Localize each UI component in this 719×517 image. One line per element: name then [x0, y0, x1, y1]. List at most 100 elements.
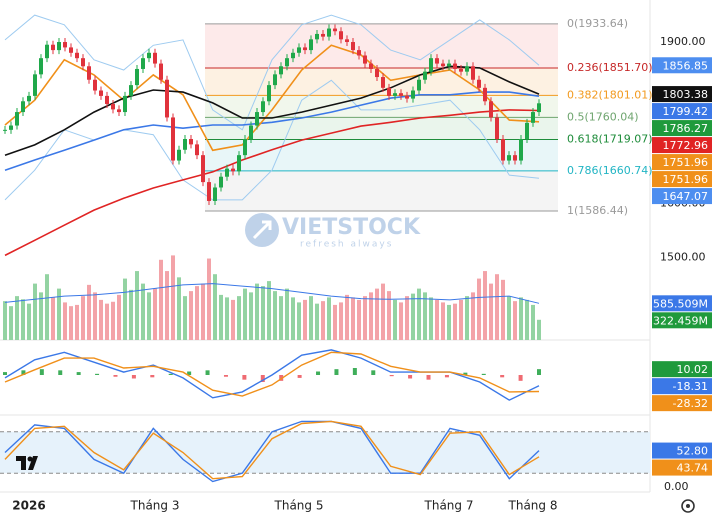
- macd-histogram: [95, 373, 100, 375]
- candle: [321, 33, 325, 37]
- volume-bar: [489, 283, 493, 340]
- overlay-line: [4, 91, 540, 171]
- candle: [327, 28, 331, 37]
- candle: [339, 31, 343, 40]
- tag-box: [652, 137, 712, 154]
- candle: [417, 79, 421, 91]
- value-tag: 1772.96: [652, 137, 712, 154]
- volume-bar: [333, 304, 337, 340]
- candle: [399, 93, 403, 96]
- candle: [495, 117, 499, 139]
- volume-bar: [435, 299, 439, 340]
- candle: [297, 47, 301, 53]
- tag-box: [652, 154, 712, 171]
- gear[interactable]: [681, 499, 695, 513]
- volume-bar: [3, 301, 7, 340]
- overlay-line: [4, 65, 540, 156]
- volume-bar: [33, 283, 37, 340]
- volume-bar: [147, 292, 151, 340]
- volume-bar: [531, 304, 535, 340]
- logo-dot: [27, 456, 33, 462]
- candle: [231, 168, 235, 172]
- volume-bar: [15, 296, 19, 340]
- fib-label: 0.618(1719.07): [567, 132, 653, 145]
- volume-bar: [123, 278, 127, 340]
- y-tick-label: 1500.00: [660, 251, 706, 264]
- candle: [411, 90, 415, 99]
- macd-histogram: [352, 368, 357, 375]
- volume-bar: [87, 284, 91, 340]
- value-tag: 1799.42: [652, 103, 712, 120]
- candle: [3, 129, 7, 131]
- candle: [81, 58, 85, 67]
- candle: [207, 182, 211, 201]
- macd-histogram: [500, 375, 505, 378]
- tag-box: [652, 120, 712, 137]
- macd-histogram: [297, 375, 302, 378]
- value-tag: 1786.27: [652, 120, 712, 137]
- candle: [381, 77, 385, 88]
- volume-bar: [249, 292, 253, 340]
- fib-label: 0(1933.64): [567, 17, 628, 30]
- volume-bar: [315, 303, 319, 340]
- candle: [255, 112, 259, 126]
- volume-bar: [507, 296, 511, 340]
- value-tag: 1751.96: [652, 154, 712, 171]
- tag-label: 1799.42: [663, 105, 709, 118]
- candle: [39, 58, 43, 75]
- tag-label: 322.459M: [653, 314, 708, 327]
- macd-histogram: [150, 375, 155, 378]
- macd-histogram: [316, 371, 321, 375]
- volume-bar: [375, 288, 379, 340]
- tag-box: [652, 378, 712, 395]
- macd-histogram: [481, 373, 486, 375]
- volume-bar: [273, 291, 277, 340]
- volume-bar: [189, 291, 193, 340]
- volume-bar: [177, 277, 181, 340]
- volume-bar: [363, 296, 367, 340]
- volume-bar: [171, 255, 175, 340]
- candle: [189, 138, 193, 145]
- macd-histogram: [205, 370, 210, 375]
- volume-bar: [75, 304, 79, 340]
- macd-histogram: [518, 375, 523, 381]
- x-tick-label: Tháng 3: [130, 499, 180, 513]
- volume-bar: [159, 259, 163, 340]
- candle: [171, 117, 175, 161]
- macd-histogram: [242, 375, 247, 380]
- macd-histogram: [426, 375, 431, 380]
- candle: [489, 101, 493, 118]
- volume-bar: [339, 302, 343, 340]
- volume-bar: [501, 279, 505, 340]
- fib-label: 0.236(1851.70): [567, 61, 653, 74]
- settings-icon[interactable]: [681, 499, 695, 513]
- volume-bar: [459, 299, 463, 340]
- macd-histogram: [279, 375, 284, 381]
- candle: [141, 58, 145, 69]
- candle: [213, 187, 217, 201]
- candle: [195, 144, 199, 156]
- candle: [363, 55, 367, 64]
- candle: [9, 125, 13, 130]
- tag-label: 1751.96: [663, 156, 709, 169]
- y-tick-label: 0.00: [664, 480, 689, 493]
- value-tag: 1856.85: [652, 57, 712, 74]
- y-tick-label: 1900.00: [660, 35, 706, 48]
- volume-bar: [483, 271, 487, 340]
- volume-bar: [165, 271, 169, 340]
- volume-bar: [369, 292, 373, 340]
- candle: [537, 103, 541, 113]
- tag-label: -18.31: [673, 380, 708, 393]
- macd-histogram: [223, 375, 228, 377]
- candle: [333, 28, 337, 32]
- stoch-band: [0, 431, 650, 474]
- candle: [183, 138, 187, 150]
- volume-bar: [9, 306, 13, 340]
- candle: [15, 112, 19, 126]
- macd-histogram: [3, 372, 7, 375]
- volume-bar: [135, 271, 139, 340]
- volume-bar: [321, 301, 325, 340]
- macd-histogram: [408, 375, 413, 379]
